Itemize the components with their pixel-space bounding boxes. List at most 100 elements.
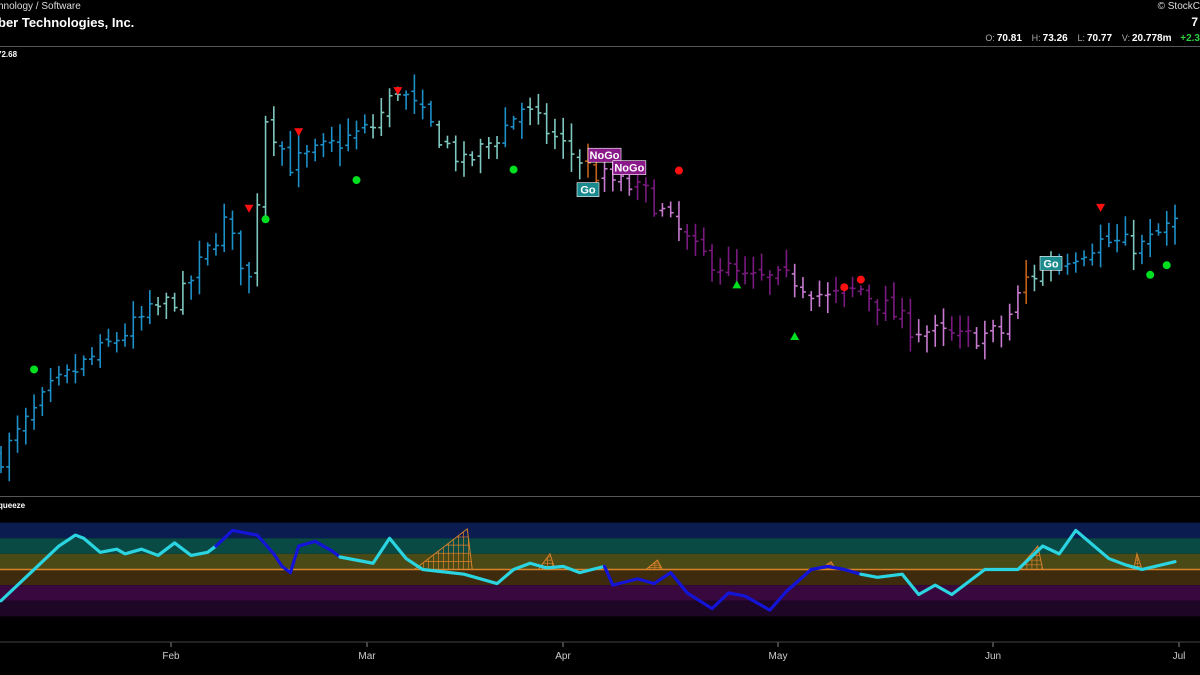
oscillator-band xyxy=(0,569,1200,586)
price-bar xyxy=(64,364,71,384)
tick-label: Jul xyxy=(1173,651,1186,662)
price-bar xyxy=(97,334,104,368)
price-bar xyxy=(105,328,112,347)
price-bar xyxy=(907,298,914,352)
tick-label: Apr xyxy=(555,651,571,662)
down-triangle-marker xyxy=(294,128,304,137)
price-bar xyxy=(527,97,534,126)
x-axis-tick: Mar xyxy=(358,642,376,662)
last-price: 7 xyxy=(1191,15,1198,29)
marker-box xyxy=(1039,256,1063,271)
ohlc-bars xyxy=(0,74,1178,482)
price-bar xyxy=(940,308,947,347)
price-bar xyxy=(692,223,699,257)
price-bar xyxy=(799,277,806,299)
price-bar xyxy=(436,120,443,148)
nogo-label: NoGo xyxy=(587,147,622,163)
price-bar xyxy=(494,135,501,160)
price-bar xyxy=(642,177,649,203)
price-bar xyxy=(113,332,120,353)
signal-dot xyxy=(840,283,849,292)
price-bar xyxy=(518,102,525,139)
price-bar xyxy=(1006,303,1013,341)
price-bar xyxy=(1097,224,1104,268)
price-bar xyxy=(188,275,195,300)
price-bar xyxy=(47,367,54,403)
price-bar xyxy=(320,133,327,158)
chart-header: hnology / Software ber Technologies, Inc… xyxy=(0,0,1200,46)
price-bar xyxy=(775,265,782,286)
price-bar xyxy=(725,246,732,277)
price-bar xyxy=(923,325,930,353)
high-value: 73.26 xyxy=(1042,33,1068,44)
ohlc-readout: O: 70.81 H: 73.26 L: 70.77 V: 20.778m +2.3 xyxy=(978,33,1200,44)
price-bar xyxy=(370,114,377,139)
price-bar xyxy=(576,149,583,180)
price-bar xyxy=(204,242,211,266)
x-axis-tick: May xyxy=(769,642,788,662)
price-bar xyxy=(146,290,153,325)
open-value: 70.81 xyxy=(996,33,1022,44)
price-bar xyxy=(403,90,410,110)
oscillator-lines xyxy=(0,528,1177,612)
marker-text: Go xyxy=(1043,258,1059,270)
price-bar xyxy=(1172,204,1178,245)
company-name: ber Technologies, Inc. xyxy=(0,15,135,30)
price-bar xyxy=(568,123,575,172)
price-bar xyxy=(1138,234,1145,265)
low-key: L: xyxy=(1077,33,1085,43)
price-bar xyxy=(485,136,492,159)
up-triangle-marker xyxy=(732,280,742,289)
price-bar xyxy=(345,118,352,152)
tick-label: Mar xyxy=(358,651,376,662)
price-bar xyxy=(55,365,62,386)
price-bar xyxy=(1072,252,1079,273)
oscillator-band xyxy=(0,585,1200,601)
price-bar xyxy=(303,144,310,168)
price-bar xyxy=(163,292,170,319)
signal-dot xyxy=(1146,270,1155,279)
price-bar xyxy=(1163,210,1170,246)
price-bar xyxy=(733,249,740,284)
price-bar xyxy=(502,107,509,148)
oscillator-band xyxy=(0,553,1200,570)
signal-dot xyxy=(30,365,39,374)
price-bar xyxy=(0,446,4,474)
price-bar xyxy=(700,227,707,256)
price-bar xyxy=(378,98,385,137)
price-bar xyxy=(675,201,682,241)
signal-dot xyxy=(1162,261,1171,270)
price-bar xyxy=(510,115,517,130)
marker-box xyxy=(576,182,600,197)
price-bar xyxy=(634,173,641,201)
x-axis-tick: Jun xyxy=(985,642,1001,662)
price-bar xyxy=(1130,219,1137,271)
tick-label: May xyxy=(769,651,788,662)
price-bar xyxy=(651,179,658,217)
price-bar xyxy=(212,233,219,256)
price-bar xyxy=(857,285,864,296)
go-label: Go xyxy=(576,182,600,197)
price-bar xyxy=(1081,250,1088,267)
price-bar xyxy=(882,285,889,321)
price-bar xyxy=(750,256,757,289)
price-bar xyxy=(758,253,765,281)
price-bar xyxy=(39,387,46,417)
marker-text: Go xyxy=(580,185,596,197)
price-bar xyxy=(684,223,691,250)
marker-box xyxy=(612,160,647,175)
price-bar xyxy=(1064,253,1071,275)
down-triangle-marker xyxy=(1096,203,1106,212)
oscillator-line-cyan xyxy=(338,536,607,586)
oscillator-line-blue xyxy=(602,564,863,612)
price-bar xyxy=(14,415,21,453)
price-bar xyxy=(246,262,253,294)
down-triangle-marker xyxy=(244,204,254,213)
price-bar xyxy=(155,297,162,316)
price-bar xyxy=(783,249,790,278)
price-bar xyxy=(179,270,186,315)
x-axis-tick: Feb xyxy=(162,642,180,662)
price-bar xyxy=(874,299,881,326)
price-bar xyxy=(279,141,286,166)
